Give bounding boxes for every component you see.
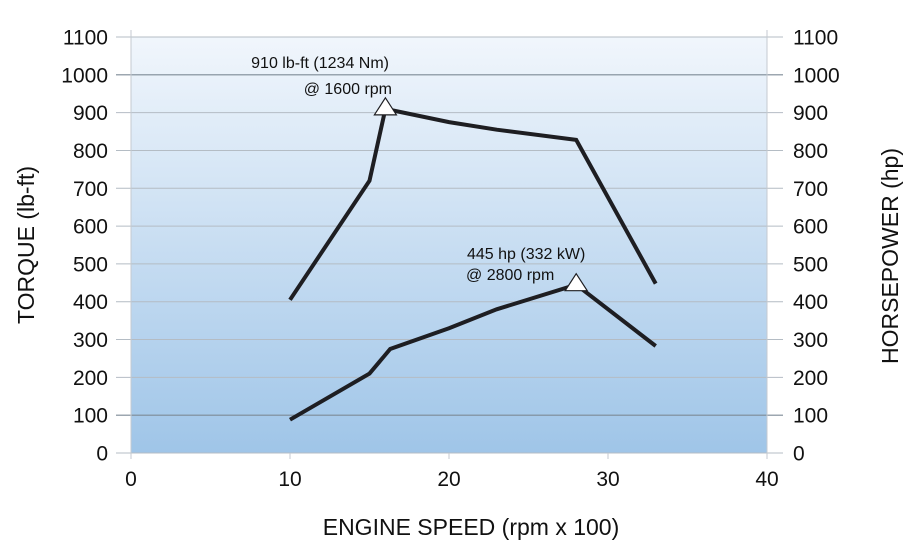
y-left-tick-label: 400: [73, 291, 108, 314]
y-left-tick-label: 200: [73, 367, 108, 390]
y-right-tick-label: 200: [793, 367, 828, 390]
y-left-tick-label: 1100: [63, 27, 108, 50]
y-left-tick-label: 800: [73, 140, 108, 163]
annotations: 910 lb-ft (1234 Nm) @ 1600 rpm 445 hp (332…: [251, 55, 589, 292]
y-left-tick-label: 900: [73, 102, 108, 125]
y-axis-left-ticks: 0 100 200 300 400 500 600 700 800 900 1000 1100: [61, 27, 108, 466]
y-right-tick-label: 100: [793, 405, 828, 428]
y-right-tick-label: 1100: [793, 27, 838, 50]
y-left-tick-label: 300: [73, 329, 108, 352]
y-left-tick-label: 500: [73, 253, 108, 276]
hp-peak-label: 445 hp (332 kW): [467, 246, 585, 263]
y-axis-right-title: HORSEPOWER (hp): [877, 148, 903, 364]
plot-area: [131, 37, 767, 453]
y-left-tick-label: 600: [73, 216, 108, 239]
x-tick-label: 20: [437, 468, 460, 491]
hp-peak-rpm-label: @ 2800 rpm: [466, 267, 554, 284]
y-right-tick-label: 300: [793, 329, 828, 352]
grid-lines: [116, 30, 783, 459]
x-axis-ticks: 0 10 20 30 40: [125, 453, 779, 491]
y-left-tick-label: 0: [96, 443, 108, 466]
y-right-tick-label: 700: [793, 178, 828, 201]
y-left-tick-label: 1000: [61, 64, 108, 87]
y-left-tick-label: 100: [73, 405, 108, 428]
y-right-tick-label: 600: [793, 216, 828, 239]
y-axis-right-ticks: 0 100 200 300 400 500 600 700 800 900 1000 1100: [793, 27, 840, 466]
y-right-tick-label: 0: [793, 443, 805, 466]
peak-marker-triangle: [373, 96, 398, 116]
y-left-tick-label: 700: [73, 178, 108, 201]
y-right-tick-label: 400: [793, 291, 828, 314]
torque-peak-rpm-label: @ 1600 rpm: [304, 81, 392, 98]
y-right-tick-label: 1000: [793, 64, 840, 87]
x-axis-title: ENGINE SPEED (rpm x 100): [323, 514, 620, 540]
x-tick-label: 30: [596, 468, 619, 491]
x-tick-label: 0: [125, 468, 137, 491]
torque-peak-label: 910 lb-ft (1234 Nm): [251, 55, 389, 72]
y-right-tick-label: 900: [793, 102, 828, 125]
y-axis-left-title: TORQUE (lb-ft): [13, 166, 39, 324]
x-tick-label: 10: [278, 468, 301, 491]
y-right-tick-label: 500: [793, 253, 828, 276]
peak-marker-triangle: [564, 272, 589, 292]
y-right-tick-label: 800: [793, 140, 828, 163]
x-tick-label: 40: [755, 468, 778, 491]
